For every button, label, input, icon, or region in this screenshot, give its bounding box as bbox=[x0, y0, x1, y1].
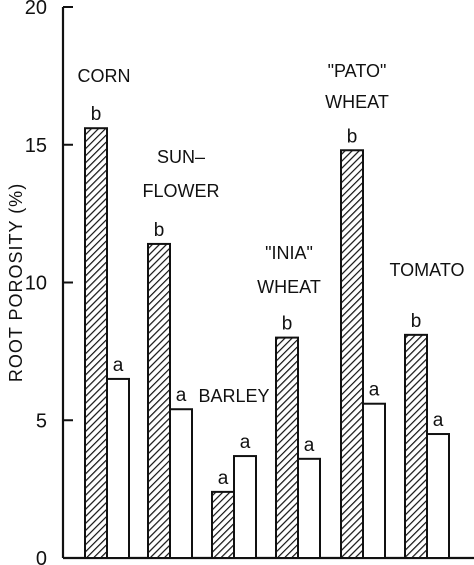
significance-letter: b bbox=[154, 220, 165, 241]
category-label: BARLEY bbox=[198, 386, 269, 406]
y-tick-label: 5 bbox=[36, 410, 47, 432]
category-label: WHEAT bbox=[257, 277, 321, 297]
significance-letter: a bbox=[240, 432, 251, 453]
bar-hatched bbox=[340, 149, 364, 559]
bars bbox=[84, 127, 450, 560]
bar-hatched bbox=[275, 336, 299, 559]
category-label: CORN bbox=[78, 66, 131, 86]
y-tick-label: 0 bbox=[36, 548, 47, 565]
category-label: "PATO" bbox=[328, 61, 387, 81]
significance-letter: a bbox=[433, 410, 444, 431]
bar-open bbox=[106, 377, 130, 559]
bar-open bbox=[426, 433, 450, 559]
bar-hatched bbox=[211, 490, 235, 560]
significance-letter: a bbox=[218, 468, 229, 489]
y-axis-label: ROOT POROSITY (%) bbox=[6, 183, 26, 382]
significance-letter: a bbox=[113, 355, 124, 376]
y-tick-label: 20 bbox=[25, 0, 47, 19]
bar-open bbox=[233, 455, 257, 559]
bar-open bbox=[297, 457, 321, 560]
significance-letter: b bbox=[411, 311, 422, 332]
labels: babaaabababaCORNSUN–FLOWERBARLEY"INIA"WH… bbox=[78, 61, 465, 489]
significance-letter: b bbox=[347, 126, 358, 147]
significance-letter: b bbox=[282, 314, 293, 335]
category-label: "INIA" bbox=[265, 243, 313, 263]
bar-hatched bbox=[404, 333, 428, 559]
significance-letter: a bbox=[369, 380, 380, 401]
bar-hatched bbox=[147, 242, 171, 559]
bar-open bbox=[362, 402, 386, 559]
significance-letter: a bbox=[176, 385, 187, 406]
bar-hatched bbox=[84, 127, 108, 559]
bar-open bbox=[169, 408, 193, 560]
y-tick-label: 10 bbox=[25, 273, 47, 295]
category-label: WHEAT bbox=[325, 92, 389, 112]
significance-letter: b bbox=[91, 104, 102, 125]
category-label: FLOWER bbox=[142, 181, 219, 201]
significance-letter: a bbox=[304, 435, 315, 456]
axes: 0 5 10 15 20 ROOT POROSITY (%) bbox=[6, 0, 474, 565]
category-label: TOMATO bbox=[389, 260, 464, 280]
y-tick-label: 15 bbox=[25, 135, 47, 157]
category-label: SUN– bbox=[157, 147, 205, 167]
